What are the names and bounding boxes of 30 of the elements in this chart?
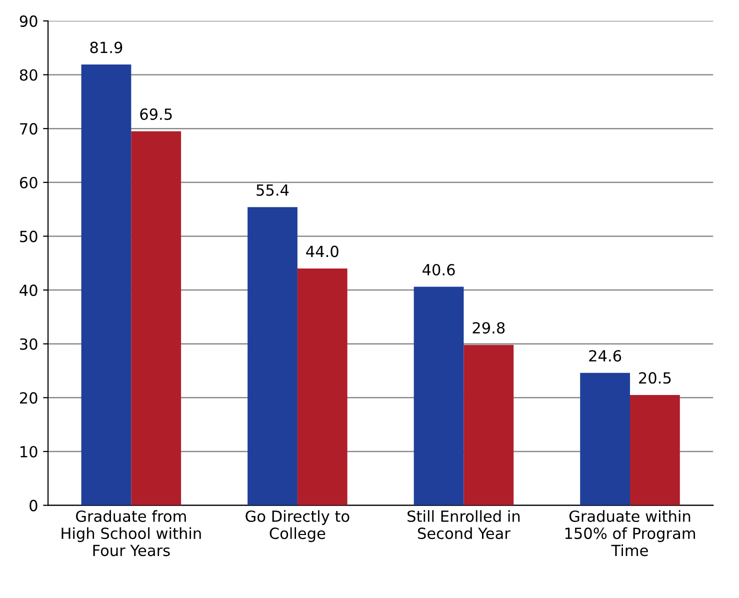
data-label: 40.6 (422, 264, 455, 276)
bar (464, 344, 514, 506)
x-tick-label: Graduate from High School within Four Years (62, 510, 201, 556)
bar (81, 64, 132, 506)
data-label: 44.0 (306, 246, 338, 258)
data-label: 24.6 (589, 350, 622, 362)
data-label: 20.5 (639, 372, 671, 384)
bar (248, 207, 298, 506)
bar (297, 268, 348, 506)
data-label: 55.4 (256, 184, 289, 196)
y-tick-label: 0 (30, 500, 38, 512)
y-tick-label: 20 (20, 392, 38, 404)
x-tick-label: Still Enrolled in Second Year (408, 510, 520, 540)
x-tick-label: Go Directly to College (246, 510, 350, 542)
bar (131, 131, 182, 506)
bar (580, 372, 630, 506)
y-tick-label: 40 (20, 284, 38, 296)
y-tick-label: 10 (20, 446, 38, 458)
x-tick-label: Graduate within 150% of Program Time (565, 510, 695, 556)
y-tick-label: 90 (20, 15, 38, 27)
y-tick-label: 80 (20, 69, 38, 81)
data-label: 69.5 (140, 108, 172, 120)
y-tick-label: 30 (20, 338, 38, 350)
data-label: 81.9 (90, 42, 122, 54)
y-tick-label: 60 (20, 176, 38, 188)
bar (414, 286, 464, 506)
bar (630, 394, 680, 506)
y-tick-label: 70 (20, 123, 38, 135)
data-label: 29.8 (472, 322, 505, 334)
y-tick-label: 50 (20, 230, 38, 242)
